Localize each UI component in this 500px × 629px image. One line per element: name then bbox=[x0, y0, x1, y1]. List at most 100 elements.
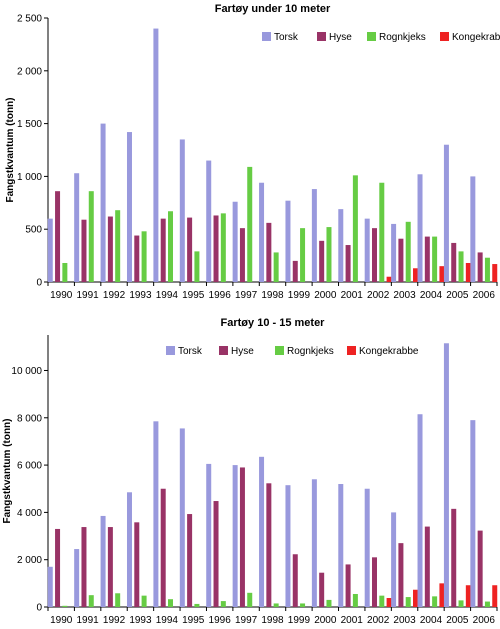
x-tick-label: 1994 bbox=[156, 290, 179, 301]
legend-label-torsk: Torsk bbox=[178, 346, 203, 357]
y-tick-label: 2 000 bbox=[17, 555, 42, 566]
bar-kongekrabbe-2005 bbox=[465, 262, 471, 282]
legend-label-hyse: Hyse bbox=[231, 346, 254, 357]
bar-torsk-2003 bbox=[391, 223, 397, 282]
x-tick-label: 1994 bbox=[156, 615, 179, 626]
x-tick-label: 1991 bbox=[76, 290, 99, 301]
bar-rognkjeks-1997 bbox=[247, 166, 253, 282]
legend-swatch-kongekrabbe bbox=[347, 346, 356, 355]
bar-rognkjeks-2003 bbox=[405, 597, 411, 607]
bar-hyse-2002 bbox=[371, 557, 377, 607]
bar-torsk-1993 bbox=[126, 492, 132, 607]
bar-torsk-1992 bbox=[100, 123, 106, 282]
x-tick-label: 2006 bbox=[473, 615, 496, 626]
bar-rognkjeks-1994 bbox=[168, 211, 174, 282]
bar-rognkjeks-1994 bbox=[168, 599, 174, 607]
bar-rognkjeks-2004 bbox=[432, 236, 438, 282]
bar-rognkjeks-1991 bbox=[88, 595, 94, 607]
legend-swatch-hyse bbox=[219, 346, 228, 355]
x-tick-label: 1997 bbox=[235, 615, 258, 626]
x-tick-label: 1999 bbox=[288, 615, 311, 626]
legend-label-rognkjeks: Rognkjeks bbox=[287, 346, 334, 357]
x-tick-label: 2002 bbox=[367, 615, 390, 626]
bar-torsk-1994 bbox=[153, 28, 159, 283]
bar-rognkjeks-2001 bbox=[352, 175, 358, 282]
bar-hyse-1995 bbox=[187, 217, 193, 282]
bar-hyse-2001 bbox=[345, 245, 351, 282]
bar-torsk-2000 bbox=[311, 479, 317, 607]
bar-torsk-1991 bbox=[74, 549, 80, 607]
bar-torsk-2004 bbox=[417, 414, 423, 607]
chart-2: Fartøy 10 - 15 meter Fangstkvantum (tonn)… bbox=[2, 317, 498, 626]
bar-torsk-1996 bbox=[206, 463, 212, 607]
bar-rognkjeks-1993 bbox=[141, 595, 147, 607]
bar-hyse-1997 bbox=[239, 467, 245, 607]
bar-rognkjeks-1999 bbox=[300, 603, 306, 607]
bar-torsk-2002 bbox=[364, 488, 370, 607]
x-tick-label: 2000 bbox=[314, 615, 337, 626]
bar-torsk-2004 bbox=[417, 174, 423, 282]
bar-rognkjeks-1996 bbox=[220, 601, 226, 607]
bar-rognkjeks-2000 bbox=[326, 227, 332, 282]
bar-hyse-2006 bbox=[477, 252, 483, 282]
x-tick-label: 1995 bbox=[182, 615, 205, 626]
y-tick-label: 0 bbox=[36, 603, 42, 614]
bar-hyse-2006 bbox=[477, 530, 483, 607]
bar-hyse-2003 bbox=[398, 238, 404, 282]
bar-hyse-1991 bbox=[81, 527, 87, 607]
y-tick-label: 10 000 bbox=[11, 366, 42, 377]
bar-torsk-1994 bbox=[153, 421, 159, 607]
bar-rognkjeks-2001 bbox=[352, 593, 358, 607]
bar-rognkjeks-1993 bbox=[141, 231, 147, 282]
legend-swatch-rognkjeks bbox=[367, 32, 376, 41]
bar-hyse-2005 bbox=[451, 242, 457, 282]
bar-torsk-1996 bbox=[206, 160, 212, 282]
bar-torsk-2005 bbox=[443, 343, 449, 607]
bar-hyse-1996 bbox=[213, 215, 219, 282]
y-axis-label: Fangstkvantum (tonn) bbox=[5, 98, 16, 203]
chart-title: Fartøy under 10 meter bbox=[215, 3, 331, 15]
bar-rognkjeks-2002 bbox=[379, 182, 385, 282]
bar-hyse-1994 bbox=[160, 218, 166, 282]
bar-kongekrabbe-2004 bbox=[439, 583, 445, 607]
y-tick-label: 8 000 bbox=[17, 413, 42, 424]
bar-hyse-1993 bbox=[134, 522, 140, 607]
x-tick-label: 2003 bbox=[393, 615, 416, 626]
x-tick-label: 1992 bbox=[103, 615, 126, 626]
bar-rognkjeks-2006 bbox=[484, 601, 490, 607]
bar-hyse-1990 bbox=[55, 191, 61, 282]
bar-torsk-2003 bbox=[391, 512, 397, 607]
y-axis-label: Fangstkvantum (tonn) bbox=[2, 419, 13, 524]
bar-torsk-2001 bbox=[338, 484, 344, 607]
legend-label-kongekrabbe: Kongekrabbe bbox=[452, 32, 500, 43]
bar-torsk-1992 bbox=[100, 515, 106, 607]
bar-hyse-2002 bbox=[371, 228, 377, 282]
bar-hyse-2000 bbox=[319, 240, 325, 282]
bar-hyse-1997 bbox=[239, 228, 245, 282]
bar-torsk-1997 bbox=[232, 201, 238, 282]
x-tick-label: 1990 bbox=[50, 615, 73, 626]
bar-hyse-2004 bbox=[424, 236, 430, 282]
bar-rognkjeks-1999 bbox=[300, 228, 306, 282]
bar-torsk-1995 bbox=[179, 139, 185, 282]
bar-torsk-1995 bbox=[179, 428, 185, 607]
legend: Torsk Hyse Rognkjeks Kongekrabbe bbox=[166, 346, 419, 357]
bar-hyse-1998 bbox=[266, 222, 272, 282]
x-tick-label: 1998 bbox=[261, 290, 284, 301]
bar-torsk-2002 bbox=[364, 218, 370, 282]
x-tick-label: 1993 bbox=[129, 290, 152, 301]
bar-kongekrabbe-2003 bbox=[413, 589, 419, 607]
bar-hyse-2001 bbox=[345, 564, 351, 607]
bar-hyse-1993 bbox=[134, 235, 140, 282]
chart-title: Fartøy 10 - 15 meter bbox=[221, 317, 326, 329]
x-tick-label: 2000 bbox=[314, 290, 337, 301]
bar-hyse-2000 bbox=[319, 572, 325, 607]
bar-hyse-1995 bbox=[187, 514, 193, 607]
legend-swatch-rognkjeks bbox=[275, 346, 284, 355]
bar-hyse-1999 bbox=[292, 260, 298, 282]
bar-hyse-2004 bbox=[424, 526, 430, 607]
legend-label-hyse: Hyse bbox=[329, 32, 352, 43]
y-tick-label: 2 000 bbox=[17, 66, 42, 77]
bar-torsk-1998 bbox=[259, 456, 265, 607]
bar-torsk-1997 bbox=[232, 465, 238, 607]
